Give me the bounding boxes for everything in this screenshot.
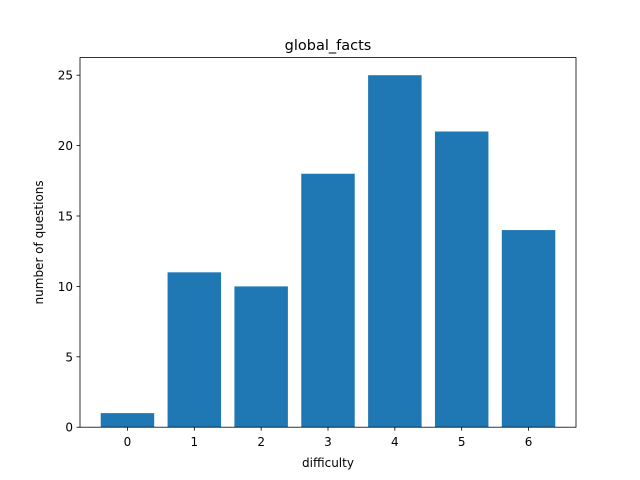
y-tick-label: 0 [65, 421, 73, 435]
y-tick-label: 25 [58, 69, 73, 83]
bar-3 [301, 173, 355, 428]
bar-2 [234, 286, 288, 428]
bar-0 [100, 413, 155, 428]
x-tick-label: 2 [257, 435, 265, 449]
x-tick-label: 1 [190, 435, 198, 449]
x-tick-label: 0 [124, 435, 132, 449]
x-axis-ticks: 0 1 2 3 4 5 6 [124, 427, 533, 449]
bar-1 [167, 272, 222, 428]
plot-frame [79, 57, 577, 428]
y-axis-label: number of questions [32, 180, 46, 304]
bars-group [100, 75, 556, 428]
y-tick-label: 20 [58, 139, 73, 153]
x-axis-label: difficulty [302, 456, 354, 470]
y-tick-label: 10 [58, 280, 73, 294]
chart-title: global_facts [285, 38, 372, 54]
x-tick-label: 6 [525, 435, 533, 449]
bar-5 [434, 131, 489, 428]
y-tick-label: 15 [58, 210, 73, 224]
bar-4 [368, 75, 422, 428]
x-tick-label: 3 [324, 435, 332, 449]
x-tick-label: 5 [458, 435, 466, 449]
y-axis-ticks: 0 5 10 15 20 25 [58, 69, 80, 435]
bar-6 [501, 230, 556, 428]
x-tick-label: 4 [391, 435, 399, 449]
y-tick-label: 5 [65, 350, 73, 364]
